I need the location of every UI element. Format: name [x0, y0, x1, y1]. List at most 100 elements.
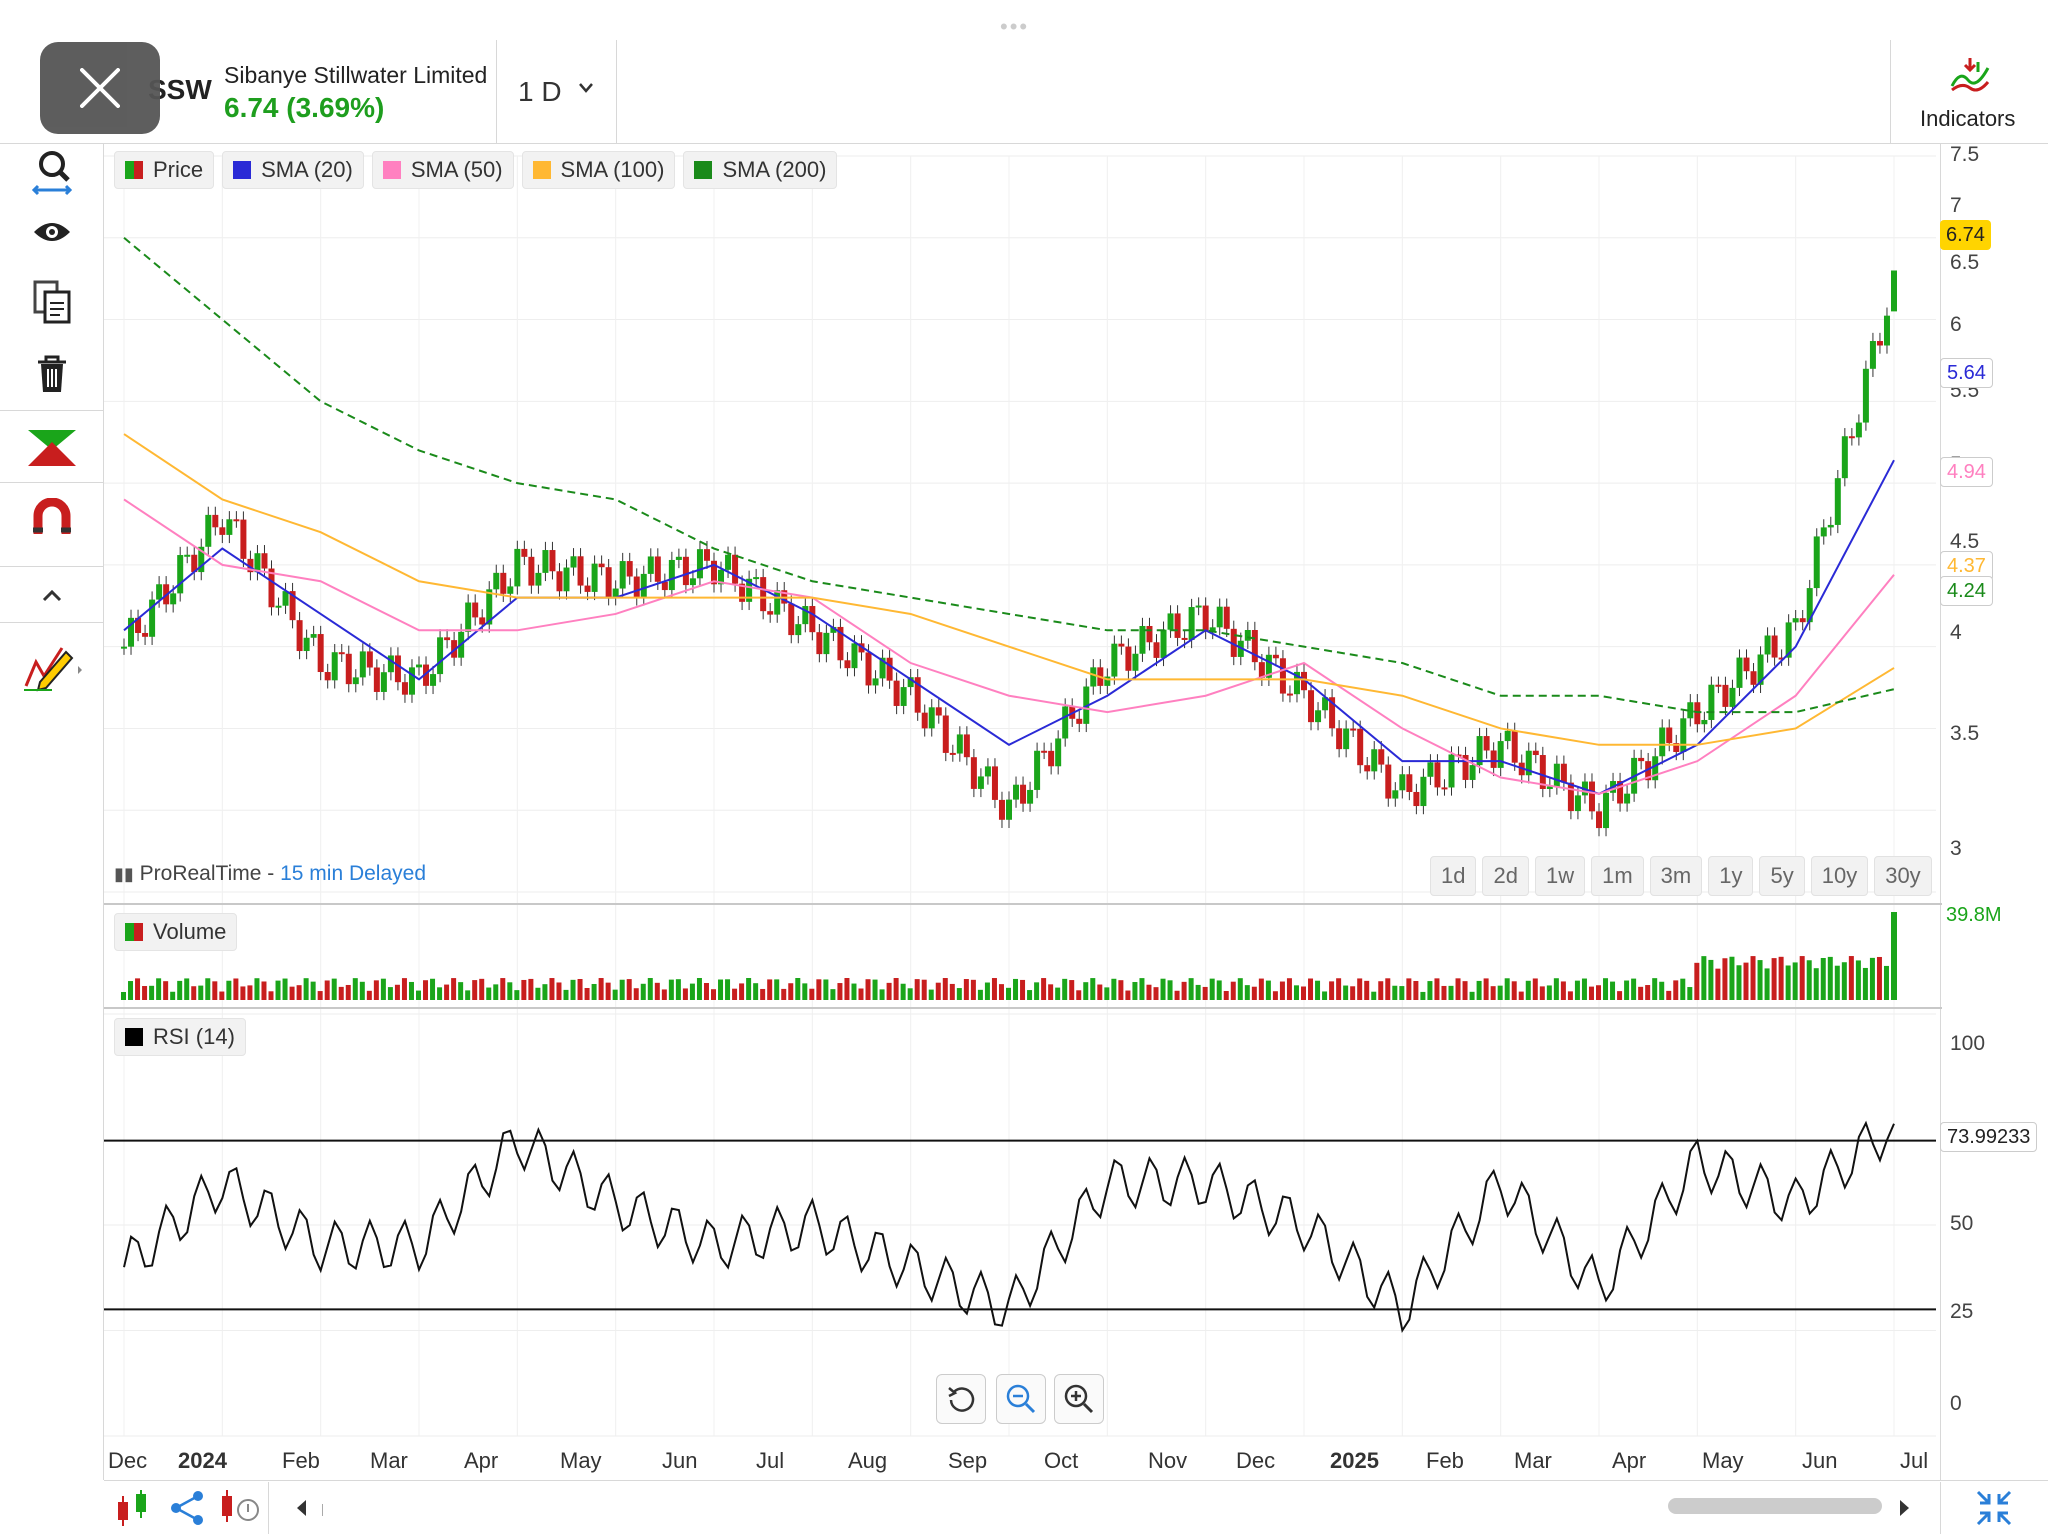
- volume-bar: [479, 978, 485, 1000]
- price-candle: [612, 588, 619, 598]
- volume-bar: [1518, 991, 1524, 1000]
- volume-bar: [1511, 981, 1517, 1000]
- delete-tool[interactable]: [18, 346, 86, 402]
- period-1m[interactable]: 1m: [1591, 856, 1644, 896]
- period-2d[interactable]: 2d: [1482, 856, 1529, 896]
- period-1w[interactable]: 1w: [1534, 856, 1586, 896]
- visibility-tool[interactable]: [18, 204, 86, 260]
- volume-bar: [739, 983, 745, 1000]
- legend-sma200[interactable]: SMA (200): [683, 151, 838, 189]
- scroll-right-icon[interactable]: [1898, 1498, 1912, 1518]
- zoom-out-button[interactable]: [996, 1374, 1046, 1424]
- legend-rsi[interactable]: RSI (14): [114, 1018, 246, 1056]
- price-candle: [1350, 728, 1357, 731]
- price-candle: [1041, 750, 1048, 753]
- volume-bar: [1567, 991, 1573, 1000]
- drag-handle[interactable]: •••: [1000, 14, 1030, 39]
- price-axis-divider: [1940, 144, 1941, 1480]
- volume-bar: [1329, 981, 1335, 1000]
- legend-price[interactable]: Price: [114, 151, 215, 189]
- price-candle: [1420, 776, 1427, 807]
- zoom-tool[interactable]: [18, 144, 86, 200]
- price-candle: [1174, 613, 1181, 638]
- volume-bar: [1357, 978, 1363, 1000]
- timeline-scrollbar[interactable]: [1668, 1498, 1882, 1514]
- price-candle: [535, 572, 542, 586]
- source-provider: ProRealTime -: [139, 862, 275, 885]
- copy-tool[interactable]: [18, 274, 86, 330]
- price-candle: [774, 590, 781, 615]
- period-5y[interactable]: 5y: [1759, 856, 1805, 896]
- period-1d[interactable]: 1d: [1430, 856, 1477, 896]
- interval-select[interactable]: 1 D: [518, 76, 562, 107]
- period-10y[interactable]: 10y: [1810, 856, 1869, 896]
- legend-volume[interactable]: Volume: [114, 913, 238, 951]
- left-toolbar: [0, 144, 104, 1480]
- period-3m[interactable]: 3m: [1649, 856, 1703, 896]
- magnet-tool[interactable]: [18, 490, 86, 546]
- trade-tool[interactable]: [18, 420, 86, 476]
- volume-bar: [605, 982, 611, 1000]
- legend-sma100[interactable]: SMA (100): [521, 151, 676, 189]
- price-candle: [121, 646, 127, 649]
- period-30y[interactable]: 30y: [1874, 856, 1932, 896]
- volume-bar: [177, 980, 183, 1000]
- price-tick: 6.5: [1950, 251, 1980, 274]
- price-candle: [1574, 795, 1581, 812]
- chart-area[interactable]: [104, 144, 1940, 1480]
- volume-bar: [324, 980, 330, 1000]
- volume-bar: [1392, 985, 1398, 1000]
- volume-bar: [1244, 985, 1250, 1000]
- price-candle: [1799, 618, 1806, 623]
- volume-bar: [1301, 986, 1306, 1000]
- drawing-tools[interactable]: [18, 622, 86, 712]
- price-candle: [394, 655, 401, 683]
- volume-bar: [1167, 980, 1173, 1000]
- volume-bar: [1539, 986, 1545, 1000]
- close-button[interactable]: [40, 42, 160, 134]
- reset-zoom-button[interactable]: [936, 1374, 986, 1424]
- volume-bar: [247, 985, 253, 1000]
- price-tick: 3.5: [1950, 722, 1980, 745]
- share-button[interactable]: [168, 1490, 208, 1526]
- collapse-fullscreen-icon[interactable]: [1974, 1488, 2014, 1528]
- magnifier-icon: [31, 151, 73, 196]
- legend-sma50[interactable]: SMA (50): [371, 151, 514, 189]
- price-candle: [1567, 782, 1574, 812]
- price-candle: [1076, 718, 1083, 724]
- price-candle: [1188, 607, 1195, 640]
- period-1y[interactable]: 1y: [1708, 856, 1754, 896]
- price-candle: [401, 682, 408, 695]
- price-candle: [711, 560, 717, 585]
- volume-bar: [711, 989, 716, 1000]
- price-candle: [970, 757, 977, 789]
- alerts-button[interactable]: [218, 1486, 266, 1526]
- zoom-in-icon: [1064, 1384, 1094, 1414]
- volume-bar: [1343, 985, 1349, 1000]
- close-icon: [80, 68, 120, 108]
- price-candle: [1048, 750, 1055, 767]
- price-candle: [479, 617, 486, 625]
- volume-bar: [1125, 990, 1131, 1000]
- price-candle: [1062, 706, 1069, 739]
- sma-line: [123, 498, 1895, 795]
- delay-notice[interactable]: 15 min Delayed: [280, 862, 427, 885]
- collapse-toolbar-button[interactable]: [18, 574, 86, 618]
- pane-divider[interactable]: [104, 1007, 1942, 1009]
- indicators-button[interactable]: [1890, 40, 2048, 144]
- sma-line: [123, 237, 1895, 714]
- pane-divider[interactable]: [104, 903, 1942, 905]
- volume-bar: [633, 988, 639, 1000]
- chart-type-button[interactable]: [112, 1488, 156, 1528]
- price-candle: [1230, 628, 1237, 657]
- volume-bar: [1265, 980, 1271, 1000]
- price-candle: [549, 550, 556, 572]
- volume-bar: [1855, 960, 1861, 1000]
- volume-bar: [661, 989, 667, 1000]
- zoom-in-button[interactable]: [1054, 1374, 1104, 1424]
- volume-bar: [1083, 982, 1089, 1000]
- chevron-down-icon[interactable]: [578, 82, 594, 94]
- legend-sma20[interactable]: SMA (20): [222, 151, 364, 189]
- volume-bar: [1027, 990, 1033, 1000]
- scroll-left-icon[interactable]: [294, 1498, 308, 1518]
